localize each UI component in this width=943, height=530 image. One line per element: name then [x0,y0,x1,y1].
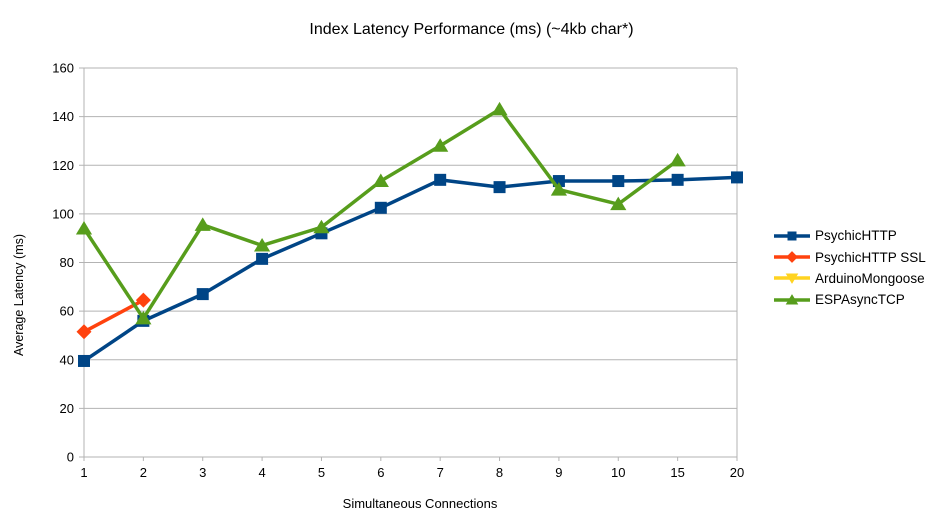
y-tick-label: 140 [52,109,74,124]
y-tick-label: 0 [67,450,74,465]
triangle-up-legend-icon [774,294,810,305]
x-tick-label: 8 [496,465,503,480]
y-tick-label: 60 [60,304,74,319]
series-marker-ESPAsyncTCP [491,101,508,116]
diamond-marker-glyph [786,251,798,263]
series-marker-ESPAsyncTCP [253,237,271,252]
series-marker-PsychicHTTP [434,173,447,186]
series-marker-PsychicHTTP [493,181,506,194]
x-tick-label: 5 [318,465,325,480]
series-marker-ESPAsyncTCP [372,173,389,188]
legend-item-ESPAsyncTCP: ESPAsyncTCP [774,289,926,310]
chart-title: Index Latency Performance (ms) (~4kb cha… [309,21,634,38]
triangle-down-legend-icon [774,273,810,285]
series-marker-ESPAsyncTCP [432,138,449,152]
series-marker-PsychicHTTP [256,252,269,265]
legend-label: PsychicHTTP [815,228,897,244]
square-legend-icon [774,231,810,241]
series-marker-ESPAsyncTCP [75,220,93,235]
x-tick-label: 9 [555,465,562,480]
y-tick-label: 20 [60,401,74,416]
y-tick-label: 120 [52,158,74,173]
series-marker-PsychicHTTP [671,173,684,186]
legend-label: ESPAsyncTCP [815,292,905,308]
series-marker-PsychicHTTP [612,175,625,188]
series-marker-ESPAsyncTCP [610,196,627,211]
diamond-legend-icon [774,251,810,263]
series-line-PsychicHTTP [83,175,738,363]
legend-item-PsychicHTTP: PsychicHTTP [774,225,926,246]
x-tick-label: 1 [80,465,87,480]
series-marker-PsychicHTTP [374,201,387,214]
series-marker-ESPAsyncTCP [550,182,568,196]
x-tick-label: 4 [258,465,265,480]
legend: PsychicHTTP PsychicHTTP SSL ArduinoMongoos… [774,225,926,311]
legend-label: PsychicHTTP SSL [815,249,926,265]
x-tick-label: 6 [377,465,384,480]
y-tick-label: 40 [60,352,74,367]
y-tick-label: 100 [52,206,74,221]
triangle-down-marker-glyph [785,273,799,285]
x-tick-label: 3 [199,465,206,480]
legend-item-PsychicHTTP-SSL: PsychicHTTP SSL [774,246,926,267]
x-axis-title: Simultaneous Connections [342,496,498,511]
series-marker-PsychicHTTP-SSL [76,324,92,340]
x-tick-label: 7 [437,465,444,480]
y-tick-label: 80 [60,255,74,270]
x-tick-label: 10 [611,465,625,480]
series-marker-ESPAsyncTCP [135,310,152,325]
x-tick-label: 20 [730,465,744,480]
series-marker-ESPAsyncTCP [194,217,211,231]
x-tick-label: 2 [140,465,147,480]
legend-label: ArduinoMongoose [815,270,925,286]
x-tick-label: 15 [670,465,684,480]
series-marker-PsychicHTTP [78,354,90,367]
series-marker-PsychicHTTP [196,288,209,301]
square-marker-glyph [787,231,797,241]
series-marker-PsychicHTTP [731,171,743,184]
triangle-up-marker-glyph [785,294,799,305]
series-marker-ESPAsyncTCP [669,152,686,167]
legend-item-ArduinoMongoose: ArduinoMongoose [774,268,926,289]
series-marker-PsychicHTTP-SSL [135,292,151,308]
y-tick-label: 160 [52,61,74,76]
series-marker-ESPAsyncTCP [313,219,330,234]
